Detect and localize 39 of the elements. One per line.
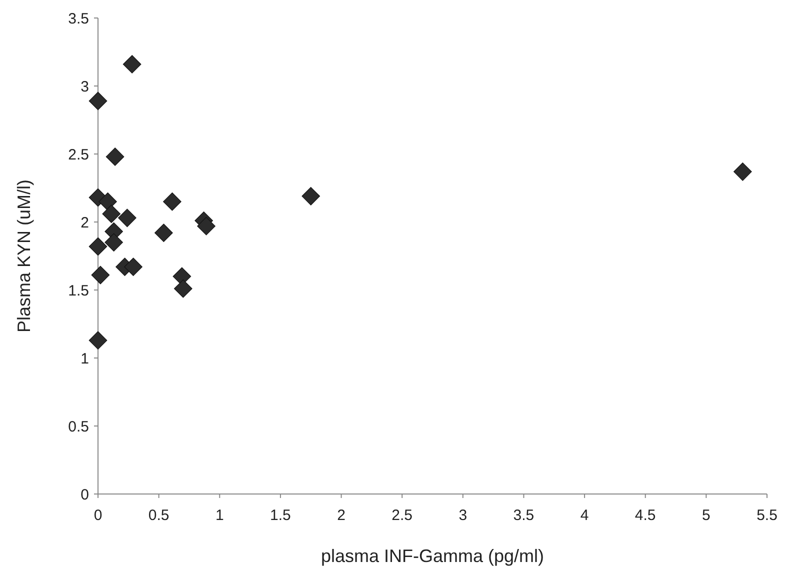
x-tick-label: 1 (215, 507, 224, 524)
point (98, 192, 117, 211)
point (88, 92, 108, 110)
point (88, 237, 108, 256)
x-tick-label: 5 (702, 507, 710, 524)
x-axis-title: plasma INF-Gamma (pg/ml) (320, 546, 544, 566)
x-tick-label: 1.5 (270, 507, 291, 524)
x-tick-label: 0.5 (148, 507, 170, 524)
y-tick-label: 1 (80, 350, 89, 368)
point (197, 216, 216, 236)
point (163, 192, 182, 211)
y-tick-label: 3 (80, 78, 89, 96)
point (91, 266, 110, 284)
y-axis-title: Plasma KYN (uM/l) (14, 179, 34, 333)
point (122, 55, 142, 74)
point (106, 148, 124, 166)
y-tick-label: 2.5 (68, 146, 89, 164)
y-tick-label: 1.5 (68, 282, 89, 300)
x-tick-label: 2 (337, 507, 346, 524)
point (102, 204, 121, 223)
point (734, 162, 752, 181)
point (124, 258, 142, 276)
x-tick-label: 2.5 (392, 507, 413, 524)
point (302, 187, 320, 206)
x-tick-label: 4 (580, 507, 589, 524)
y-tick-label: 3.5 (68, 10, 89, 28)
point (174, 279, 192, 298)
x-tick-label: 3 (458, 507, 468, 524)
y-tick-label: 0 (80, 486, 89, 504)
x-tick-label: 0 (94, 507, 102, 524)
point (154, 224, 173, 242)
x-tick-label: 5.5 (756, 507, 778, 524)
point (104, 233, 123, 252)
x-tick-label: 4.5 (634, 507, 656, 524)
y-tick-label: 2 (80, 214, 89, 232)
x-tick-label: 3.5 (513, 507, 534, 524)
point (88, 331, 108, 350)
y-tick-label: 0.5 (68, 418, 89, 436)
point (118, 208, 136, 228)
